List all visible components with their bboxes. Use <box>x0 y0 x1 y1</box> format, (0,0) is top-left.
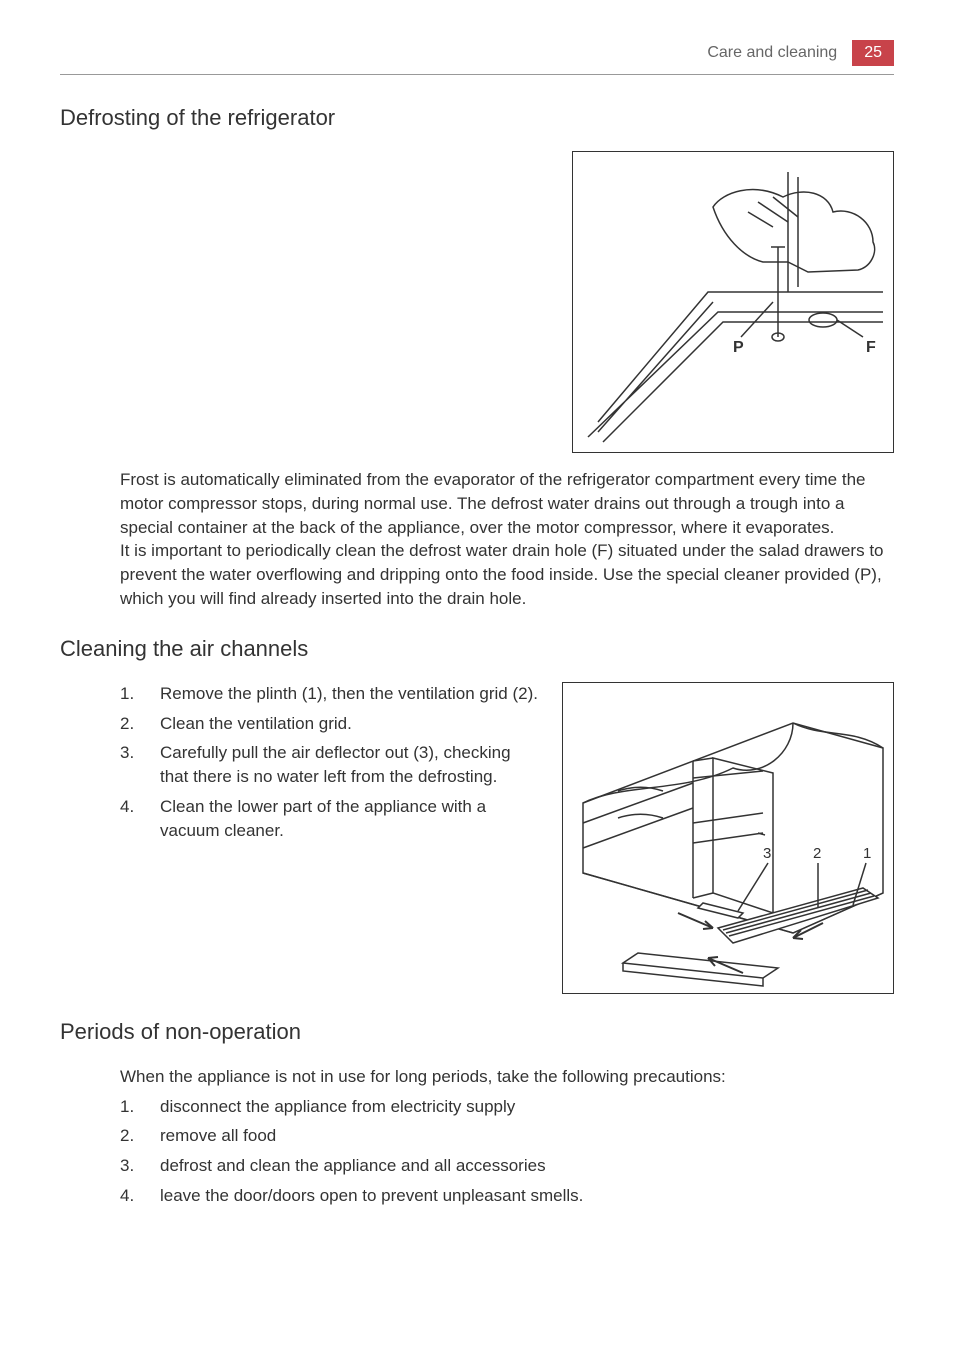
air-channels-label-3: 3 <box>763 845 771 862</box>
list-num: 2. <box>120 712 160 736</box>
non-operation-heading: Periods of non-operation <box>60 1019 894 1045</box>
defrosting-diagram-svg: P F <box>573 152 893 452</box>
list-item: 3. Carefully pull the air deflector out … <box>120 741 542 789</box>
list-item: 1. Remove the plinth (1), then the venti… <box>120 682 542 706</box>
list-item: 2. remove all food <box>120 1124 894 1148</box>
list-item: 3. defrost and clean the appliance and a… <box>120 1154 894 1178</box>
list-text: defrost and clean the appliance and all … <box>160 1154 546 1178</box>
header-section-label: Care and cleaning <box>707 44 837 62</box>
list-num: 3. <box>120 741 160 765</box>
list-num: 1. <box>120 1095 160 1119</box>
defrosting-label-f: F <box>866 339 876 356</box>
non-operation-list: 1. disconnect the appliance from electri… <box>120 1095 894 1208</box>
page-number: 25 <box>852 40 894 66</box>
defrosting-figure-box: P F <box>572 151 894 453</box>
non-operation-intro: When the appliance is not in use for lon… <box>120 1065 894 1089</box>
air-channels-figure: 3 2 1 <box>562 682 894 994</box>
defrosting-para-2: It is important to periodically clean th… <box>120 539 894 610</box>
air-channels-label-2: 2 <box>813 845 821 862</box>
defrosting-label-p: P <box>733 339 744 356</box>
list-text: Clean the ventilation grid. <box>160 712 352 736</box>
page-header: Care and cleaning 25 <box>60 40 894 75</box>
list-num: 4. <box>120 1184 160 1208</box>
list-num: 2. <box>120 1124 160 1148</box>
air-channels-heading: Cleaning the air channels <box>60 636 894 662</box>
defrosting-figure: P F <box>572 151 894 453</box>
list-num: 4. <box>120 795 160 819</box>
list-text: Remove the plinth (1), then the ventilat… <box>160 682 538 706</box>
air-channels-diagram-svg: 3 2 1 <box>563 683 893 993</box>
list-text: leave the door/doors open to prevent unp… <box>160 1184 583 1208</box>
list-item: 4. leave the door/doors open to prevent … <box>120 1184 894 1208</box>
list-text: Carefully pull the air deflector out (3)… <box>160 741 542 789</box>
defrosting-body: Frost is automatically eliminated from t… <box>120 468 894 611</box>
list-text: disconnect the appliance from electricit… <box>160 1095 515 1119</box>
air-channels-label-1: 1 <box>863 845 871 862</box>
list-text: Clean the lower part of the appliance wi… <box>160 795 542 843</box>
defrosting-heading: Defrosting of the refrigerator <box>60 105 894 131</box>
defrosting-para-1: Frost is automatically eliminated from t… <box>120 468 894 539</box>
list-item: 4. Clean the lower part of the appliance… <box>120 795 542 843</box>
list-text: remove all food <box>160 1124 276 1148</box>
list-item: 2. Clean the ventilation grid. <box>120 712 542 736</box>
list-item: 1. disconnect the appliance from electri… <box>120 1095 894 1119</box>
list-num: 3. <box>120 1154 160 1178</box>
air-channels-row: 1. Remove the plinth (1), then the venti… <box>120 682 894 994</box>
air-channels-list: 1. Remove the plinth (1), then the venti… <box>120 682 542 849</box>
list-num: 1. <box>120 682 160 706</box>
